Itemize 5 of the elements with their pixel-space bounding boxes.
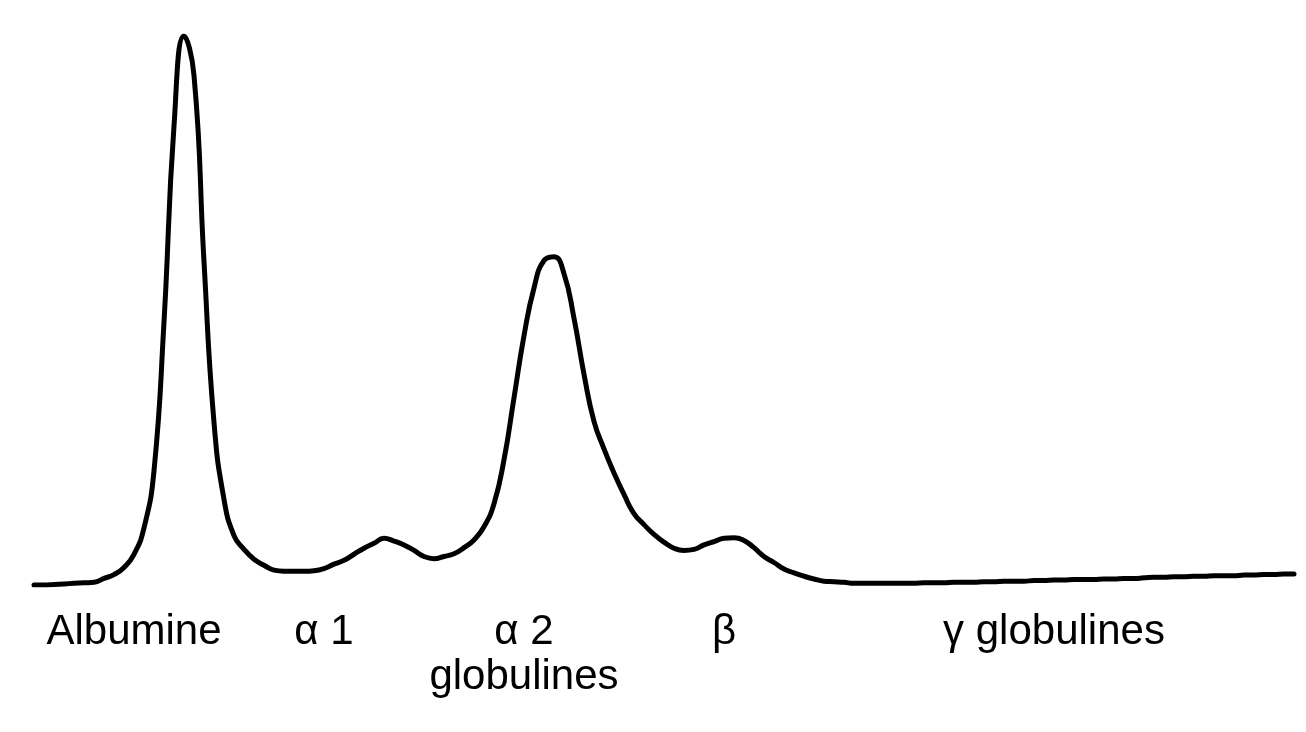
x-tick-label: β — [711, 606, 737, 653]
x-tick-label: α 1 — [294, 606, 354, 653]
x-tick-label: Albumine — [46, 606, 222, 653]
x-tick-label: α 2 globulines — [429, 606, 619, 698]
x-tick-label: γ globulines — [943, 606, 1165, 653]
